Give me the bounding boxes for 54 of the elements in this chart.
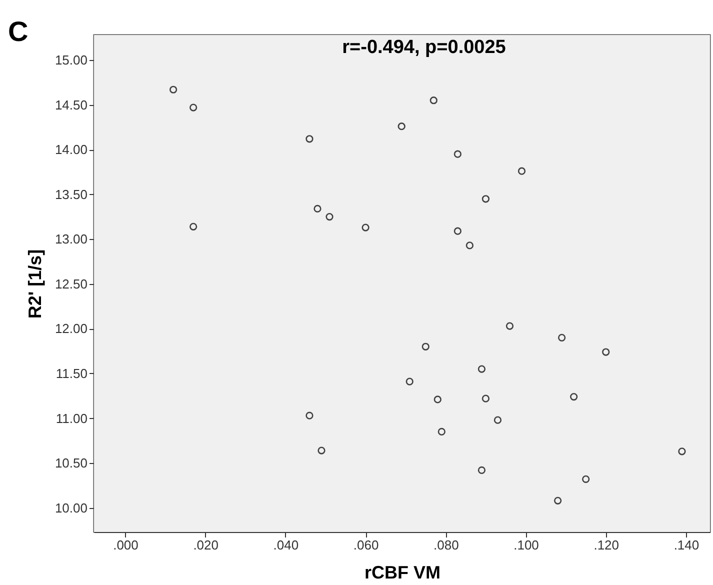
point xyxy=(430,96,438,104)
point xyxy=(482,394,490,402)
x-tick-label: .000 xyxy=(113,538,138,552)
point xyxy=(306,412,314,420)
point xyxy=(318,446,326,454)
point xyxy=(406,378,414,386)
y-tick-label: 11.00 xyxy=(56,410,88,426)
point xyxy=(558,334,566,342)
point xyxy=(169,86,178,94)
y-tick-label: 10.00 xyxy=(54,500,88,516)
point xyxy=(434,396,442,404)
point xyxy=(478,365,486,373)
y-tick-label: 14.00 xyxy=(54,142,88,158)
point xyxy=(306,135,314,143)
y-tick-label: 14.50 xyxy=(54,97,88,112)
point xyxy=(438,428,446,436)
point xyxy=(422,342,430,350)
point xyxy=(314,204,322,213)
y-tick-label: 11.50 xyxy=(56,366,88,381)
point xyxy=(678,448,686,456)
y-tick-label: 15.00 xyxy=(54,52,88,68)
point xyxy=(190,222,198,230)
point xyxy=(506,322,514,330)
y-tick-label: 12.00 xyxy=(54,321,88,336)
point xyxy=(518,167,526,175)
x-tick-label: .080 xyxy=(434,538,459,552)
point xyxy=(494,416,502,424)
x-tick-label: .120 xyxy=(594,538,620,552)
point xyxy=(554,496,562,504)
x-tick-label: .020 xyxy=(193,538,218,552)
point xyxy=(398,122,406,130)
y-tick-label: 13.50 xyxy=(54,186,88,202)
x-tick-label: .060 xyxy=(353,538,379,552)
point xyxy=(482,195,490,203)
x-tick-label: .100 xyxy=(514,538,539,552)
x-axis-title: rCBF VM xyxy=(364,562,440,582)
y-tick-label: 13.00 xyxy=(54,232,88,247)
point xyxy=(190,104,198,112)
point xyxy=(454,150,462,158)
y-tick-label: 10.50 xyxy=(54,456,88,471)
point xyxy=(570,392,578,401)
x-tick-label: .040 xyxy=(273,538,299,552)
point xyxy=(582,475,590,483)
y-axis-title: R2' [1/s] xyxy=(24,249,45,319)
point xyxy=(602,348,610,356)
y-tick-label: 12.50 xyxy=(54,276,88,292)
annotation: r=-0.494, p=0.0025 xyxy=(342,37,506,58)
point xyxy=(478,466,486,474)
point xyxy=(326,212,334,221)
x-tick-label: .140 xyxy=(674,538,700,552)
point xyxy=(466,242,474,250)
point xyxy=(454,227,462,235)
text: C xyxy=(8,16,28,47)
point xyxy=(362,224,370,232)
